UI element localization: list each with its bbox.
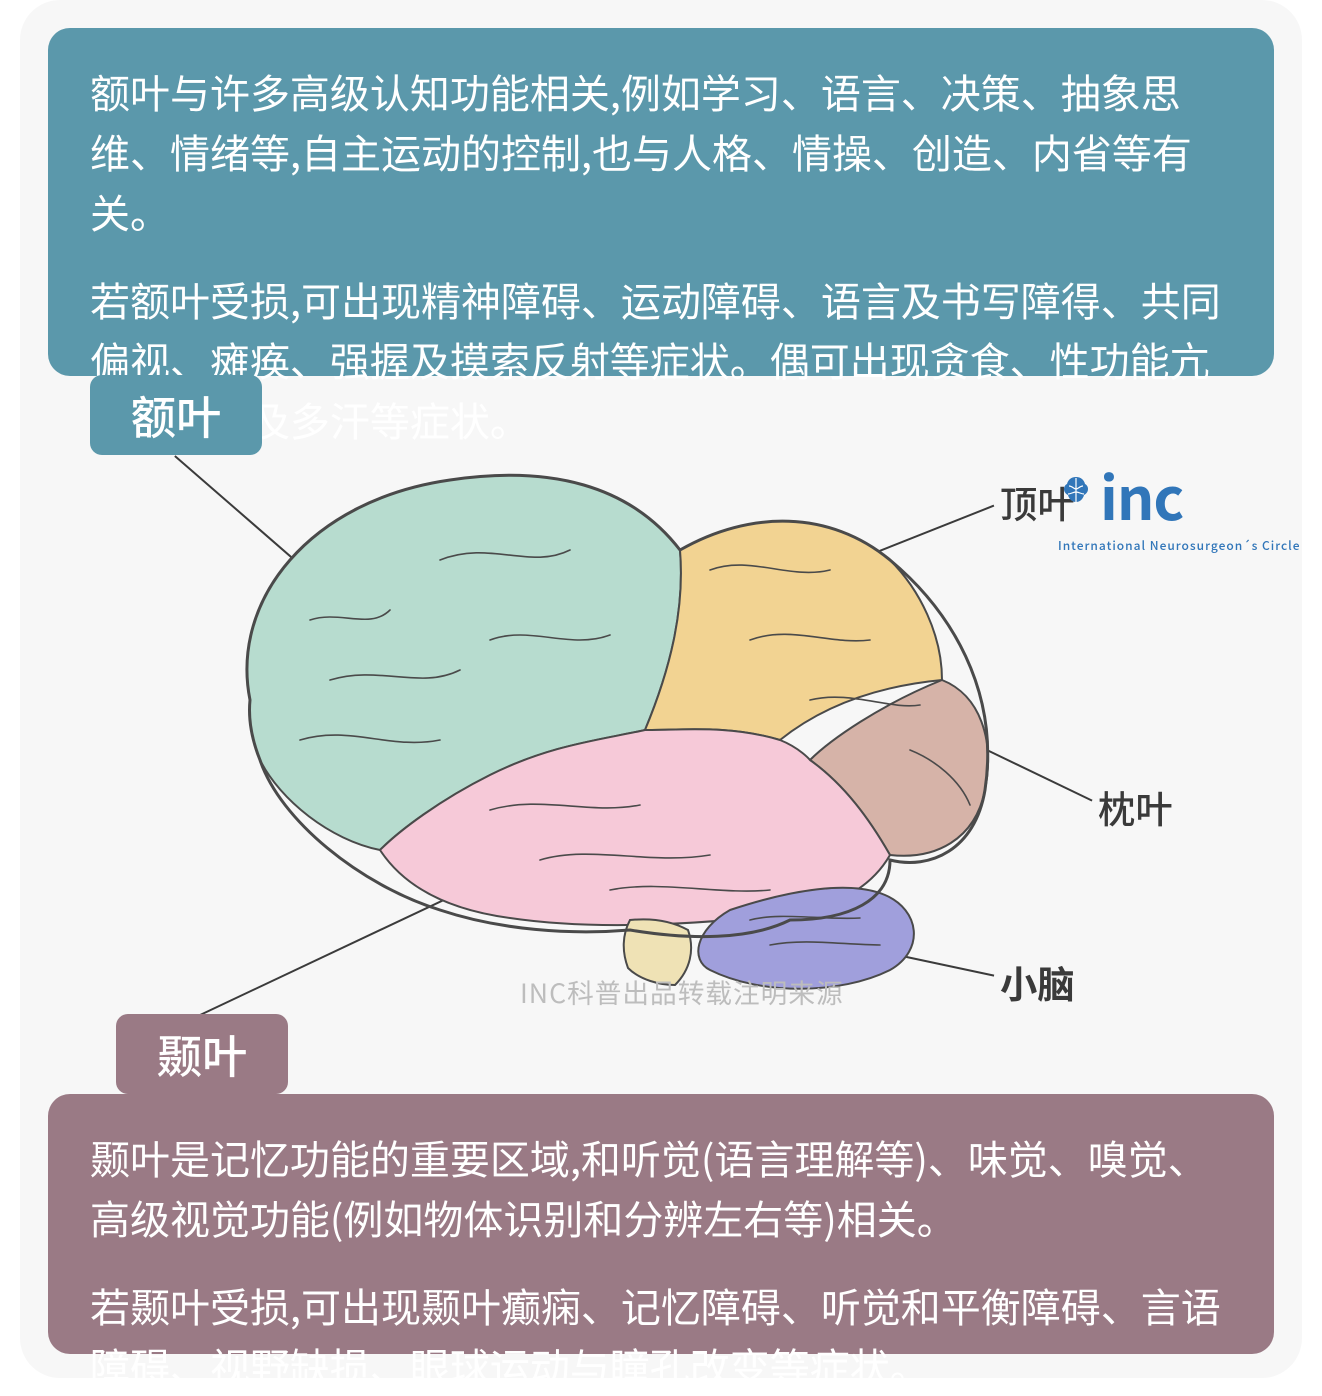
frontal-paragraph-1: 额叶与许多高级认知功能相关,例如学习、语言、决策、抽象思维、情绪等,自主运动的控… <box>90 62 1232 242</box>
frontal-description-box: 额叶与许多高级认知功能相关,例如学习、语言、决策、抽象思维、情绪等,自主运动的控… <box>48 28 1274 376</box>
temporal-paragraph-1: 颞叶是记忆功能的重要区域,和听觉(语言理解等)、味觉、嗅觉、高级视觉功能(例如物… <box>90 1128 1232 1248</box>
occipital-label: 枕叶 <box>1098 780 1173 834</box>
brain-diagram <box>190 440 1020 1000</box>
page-root: 额叶与许多高级认知功能相关,例如学习、语言、决策、抽象思维、情绪等,自主运动的控… <box>0 0 1322 1378</box>
frontal-tag-label: 额叶 <box>131 382 222 448</box>
inc-logo: inc International Neurosurgeon´s Circle <box>1058 452 1301 554</box>
temporal-tag: 颞叶 <box>116 1014 288 1094</box>
logo-sub-text: International Neurosurgeon´s Circle <box>1058 537 1301 554</box>
watermark-text: INC科普出品转载注明来源 <box>520 972 844 1011</box>
brain-icon <box>1058 474 1094 515</box>
cerebellum-label: 小脑 <box>1000 955 1075 1009</box>
logo-main-text: inc <box>1100 452 1183 537</box>
temporal-tag-label: 颞叶 <box>157 1021 248 1087</box>
temporal-description-box: 颞叶是记忆功能的重要区域,和听觉(语言理解等)、味觉、嗅觉、高级视觉功能(例如物… <box>48 1094 1274 1354</box>
